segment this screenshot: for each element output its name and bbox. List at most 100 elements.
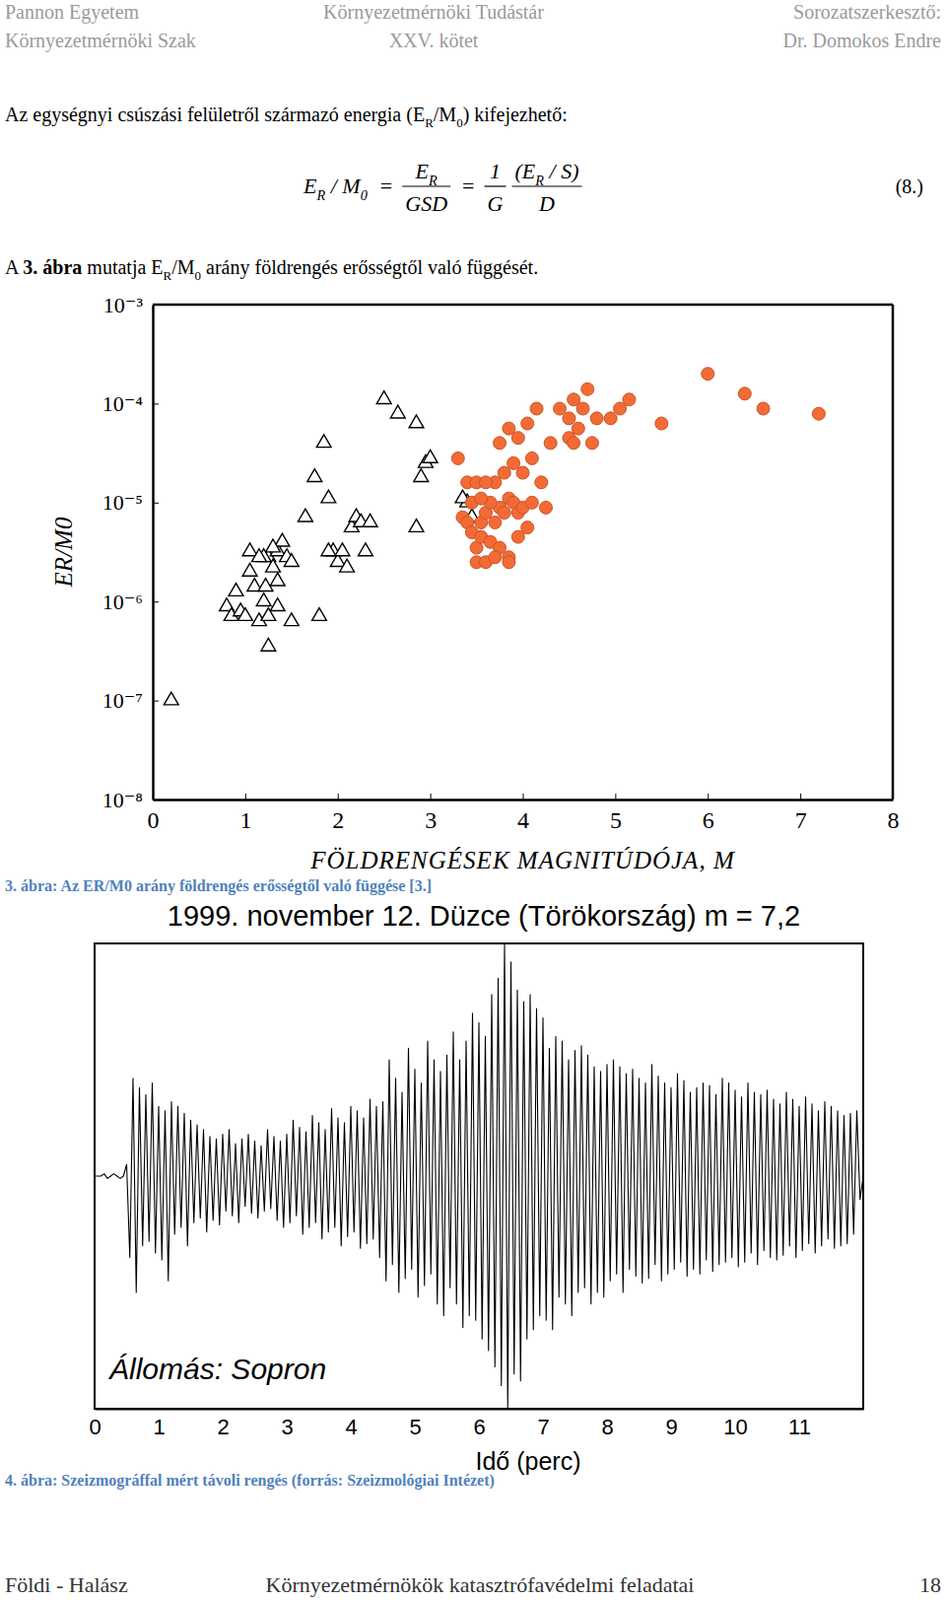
circle-point [488,550,502,564]
circle-point [543,436,557,450]
annotation: Állomás: Sopron [107,1351,327,1385]
tick-mark [523,793,525,800]
text-run: R [424,115,434,131]
tick: 8 [601,1408,613,1439]
text-run: A [4,256,23,278]
header-text: Környezetmérnöki Szak [4,29,197,53]
triangle-point [283,553,299,567]
formula-numerator: ER [414,158,438,189]
formula-denominator: D [538,191,555,216]
circle-point [497,506,511,520]
tick-label: 10⁻⁷ [102,687,143,713]
tick: 0 [147,793,160,833]
tick-label: 9 [665,1414,677,1439]
text-run: D [538,191,555,216]
triangle-point [242,562,258,576]
points [163,367,825,705]
circle-point [701,367,715,381]
series [451,367,825,569]
tick: 9 [665,1408,677,1439]
circle-point [497,466,511,479]
tick: 4 [517,793,530,833]
triangle-point [339,558,355,572]
triangle-point [390,405,406,418]
tick: 7 [795,793,808,833]
page: Pannon EgyetemKörnyezetmérnöki SzakKörny… [0,0,946,1600]
tick-label: 10⁻⁶ [102,589,143,614]
tick-label: 3 [424,807,437,833]
triangle-point [261,608,276,621]
chart-title: 1999. november 12. Düzce (Törökország) m… [167,899,801,932]
circle-point [553,402,567,415]
text-run: Az egységnyi csúszási felületről származ… [4,103,425,127]
tick: 2 [332,793,344,833]
tick: 5 [408,1408,421,1439]
text-run: (E [515,158,537,184]
tick-mark [245,793,247,800]
tick: 7 [537,1408,549,1439]
tick-label: 6 [473,1414,485,1439]
axis: 01234567891011 [88,1408,864,1439]
text-run: arány földrengés erősségtől való függésé… [201,256,539,279]
figure-caption: 3. ábra: Az ER/M0 arány földrengés erőss… [4,877,432,895]
tick-label: 8 [887,807,900,833]
circle-point [571,421,585,435]
tick-label: 2 [216,1414,229,1439]
tick: 1 [152,1408,165,1439]
triangle-point [335,542,350,556]
x-axis-title: Idő (perc) [475,1446,582,1475]
triangle-point [312,608,328,621]
series [163,391,479,705]
circle-point [507,456,521,470]
triangle-point [408,414,424,428]
circle-point [581,382,595,396]
tick: 10⁻⁷ [102,687,159,713]
fraction-bar [402,185,451,187]
circle-point [535,475,548,489]
triangle-point [270,598,285,611]
formula-denominator: GSD [405,191,448,216]
axis: 0 1 2 3 4 5 6 7 8 [147,793,900,833]
triangle-point [307,469,323,482]
triangle-point [362,513,378,527]
tick-mark [430,793,432,800]
tick: 3 [424,793,437,833]
formula-numerator: 1 [489,158,501,184]
triangle-point [237,608,253,621]
tick-label: 7 [537,1414,549,1439]
tick: 2 [216,1408,229,1439]
text-run: G [487,191,504,216]
page-canvas: Pannon EgyetemKörnyezetmérnöki SzakKörny… [0,0,946,1600]
tick-mark [337,793,339,800]
circle-point [525,451,539,465]
circle-point [756,402,770,415]
formula-part: ER / M0 [302,173,368,203]
header-text: Környezetmérnöki Tudástár [323,0,544,24]
formula-equals: = [380,173,393,199]
tick-label: 6 [702,807,715,833]
tick: 5 [609,793,622,833]
text-run: / S) [543,158,579,184]
circle-point [451,451,465,465]
tick-label: 1 [239,807,252,833]
text-run: R [534,172,544,189]
triangle-point [274,533,290,546]
text-run: R [427,172,438,189]
fraction-bar [484,185,507,187]
formula-denominator: G [487,191,504,216]
fraction-bar [512,185,583,187]
frame [152,303,893,307]
tick-mark [707,793,709,800]
text-run: /M [433,103,458,126]
triangle-point [261,637,276,651]
circle-point [585,436,599,450]
tick-label: 11 [788,1414,811,1439]
tick-label: 2 [332,807,344,833]
triangle-point [316,434,332,448]
text-run: ) kifejezhető: [463,103,568,127]
text-run: /M [171,256,196,278]
tick-label: 10⁻⁵ [102,489,143,515]
circle-point [562,411,576,425]
circle-point [530,402,543,415]
triangle-point [270,572,285,586]
